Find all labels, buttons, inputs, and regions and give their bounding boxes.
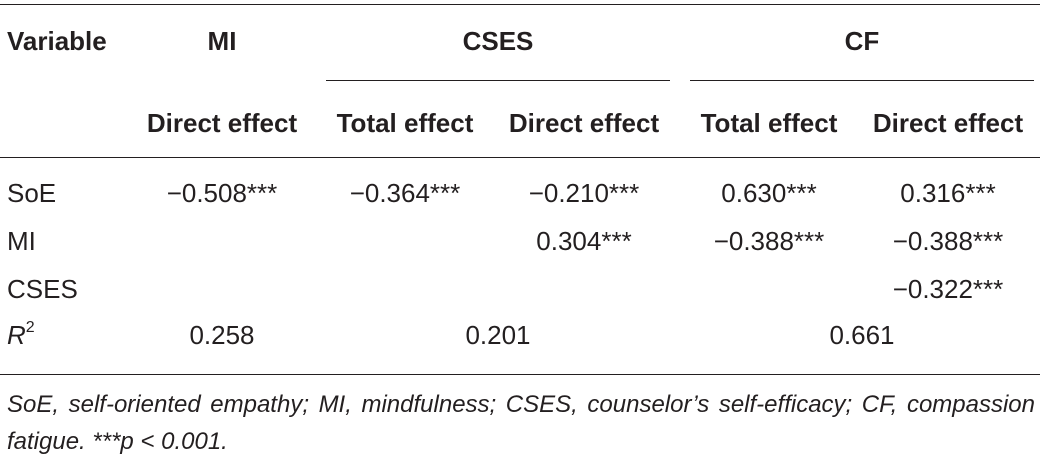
table-cell: −0.388*** <box>892 226 1004 256</box>
table-cell: −0.508*** <box>166 178 278 208</box>
table-cell: 0.316*** <box>900 178 996 208</box>
header-bottom-rule <box>0 157 1040 158</box>
r2-label-base: R <box>7 320 26 350</box>
table-top-rule <box>0 4 1040 5</box>
cf-group-rule <box>690 80 1034 81</box>
r2-value-mi: 0.258 <box>189 320 255 350</box>
table-footnote: SoE, self-oriented empathy; MI, mindfuln… <box>7 391 1035 455</box>
row-label-cses: CSES <box>7 274 78 304</box>
subheader-mi-direct: Direct effect <box>146 108 298 138</box>
row-label-r2: R2 <box>7 320 35 350</box>
table-cell: −0.210*** <box>528 178 640 208</box>
row-label-mi: MI <box>7 226 36 256</box>
subheader-cf-direct: Direct effect <box>872 108 1024 138</box>
header-group-cf: CF <box>844 26 880 56</box>
table-cell: −0.322*** <box>892 274 1004 304</box>
subheader-cses-direct: Direct effect <box>508 108 660 138</box>
r2-value-cses: 0.201 <box>465 320 531 350</box>
table-cell: 0.304*** <box>536 226 632 256</box>
r2-label-sup: 2 <box>25 319 35 337</box>
row-label-soe: SoE <box>7 178 57 208</box>
subheader-cses-total: Total effect <box>336 108 474 138</box>
header-variable: Variable <box>7 26 107 56</box>
header-group-cses: CSES <box>462 26 534 56</box>
table-bottom-rule <box>0 374 1040 375</box>
subheader-cf-total: Total effect <box>700 108 838 138</box>
header-group-mi: MI <box>207 26 237 56</box>
table-cell: −0.364*** <box>349 178 461 208</box>
table-cell: −0.388*** <box>713 226 825 256</box>
table-cell: 0.630*** <box>721 178 817 208</box>
r2-value-cf: 0.661 <box>829 320 895 350</box>
cses-group-rule <box>326 80 670 81</box>
